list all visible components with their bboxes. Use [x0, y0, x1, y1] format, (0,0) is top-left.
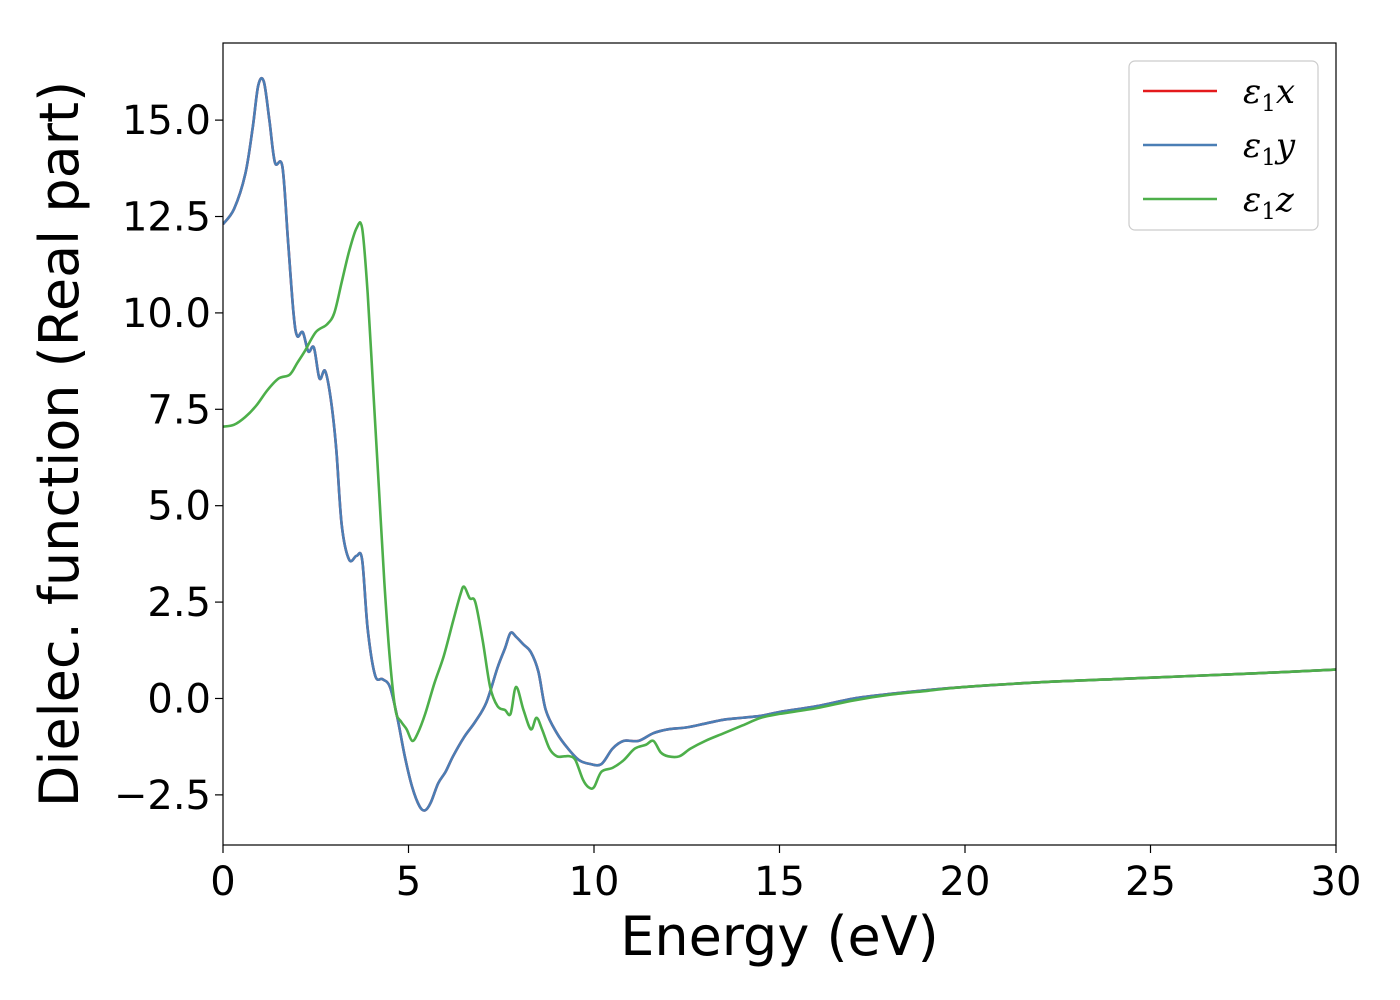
y-tick-label: 2.5 [147, 580, 211, 626]
y-tick-label: 7.5 [147, 387, 211, 433]
y-tick-label: 0.0 [147, 676, 211, 722]
x-tick-label: 30 [1311, 859, 1362, 905]
legend-label: ε1x [1243, 72, 1295, 117]
x-tick-label: 25 [1125, 859, 1176, 905]
x-tick-label: 10 [569, 859, 620, 905]
legend-item-x: ε1x [1143, 72, 1295, 117]
series-layer [223, 76, 1336, 812]
legend-label: ε1z [1243, 180, 1295, 225]
y-axis-title: Dielec. function (Real part) [28, 81, 91, 807]
x-tick-label: 5 [396, 859, 421, 905]
y-tick-label: 10.0 [122, 291, 211, 337]
x-axis-title: Energy (eV) [620, 905, 939, 968]
x-tick-label: 15 [754, 859, 805, 905]
y-tick-label: 12.5 [122, 195, 211, 241]
x-tick-label: 20 [940, 859, 991, 905]
legend-item-z: ε1z [1143, 180, 1295, 225]
legend: ε1x ε1y ε1z [1128, 60, 1319, 231]
series-line-y [223, 76, 1336, 812]
axes-layer: 0 5 10 15 20 25 30 −2.5 0.0 2.5 5.0 7.5 10.0 12.5 15.0 [114, 42, 1362, 905]
legend-box [1128, 60, 1319, 231]
y-tick-label: 15.0 [122, 98, 211, 144]
legend-item-y: ε1y [1143, 126, 1296, 171]
series-line-z [223, 220, 1336, 790]
y-tick-label: 5.0 [147, 484, 211, 530]
y-tick-label: −2.5 [114, 773, 211, 819]
legend-label: ε1y [1243, 126, 1296, 171]
x-tick-label: 0 [210, 859, 235, 905]
